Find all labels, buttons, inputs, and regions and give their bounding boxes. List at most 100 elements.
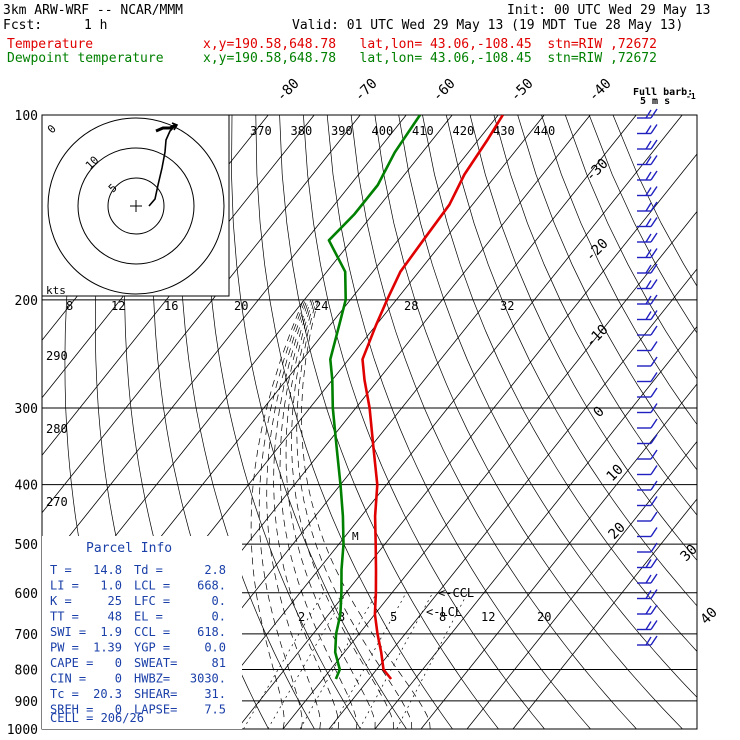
parcel-param-name: T = [50, 563, 72, 577]
wind-barb-flag [650, 635, 658, 646]
theta-e-label: 410 [412, 124, 434, 138]
parcel-param-value: 3030. [190, 672, 226, 686]
hodograph-arrow [171, 122, 179, 131]
wind-barb-flag [645, 171, 652, 181]
pressure-label: 200 [15, 294, 38, 309]
isotherm-line [466, 440, 697, 729]
parcel-param-name: SHEAR= [134, 687, 177, 701]
speed-scale-label: 8 [66, 299, 73, 313]
isotherm-line [42, 115, 361, 514]
wind-barb-flag [645, 233, 652, 243]
parcel-cell: CELL = 206/26 [50, 711, 144, 725]
hodograph-trace-head [155, 123, 177, 133]
temperature-scale-label: -20 [583, 236, 612, 265]
parcel-info-title: Parcel Info [86, 541, 172, 556]
pressure-label: 300 [15, 402, 38, 417]
hodograph-ring [47, 117, 225, 295]
parcel-param-value: 48 [108, 610, 122, 624]
isotherm-line [420, 383, 697, 729]
mixing-ratio-label: 8 [439, 610, 446, 624]
wind-barb-flag [645, 605, 652, 615]
theta-label: 280 [46, 422, 68, 436]
wind-barb-flag [645, 295, 652, 305]
theta-e-label: 380 [291, 124, 313, 138]
parcel-param-name: SWI = [50, 625, 86, 639]
wind-barb-flag [650, 480, 658, 491]
wind-barb-flag [650, 155, 658, 165]
parcel-param-name: K = [50, 594, 72, 608]
parcel-param-value: 618. [197, 625, 226, 639]
dry-adiabat-line [564, 115, 697, 380]
barb-legend-exponent: -1 [686, 92, 696, 101]
wind-barb-flag [650, 341, 658, 351]
wind-barb-flag [650, 604, 658, 615]
dry-adiabat-line [517, 115, 697, 471]
mixing-ratio-label: 2 [298, 610, 305, 624]
parcel-param-value: 0.0 [204, 641, 226, 655]
parcel-param-value: 1.9 [100, 625, 122, 639]
wind-barb-flag [650, 124, 658, 134]
parcel-param-name: PW = [50, 641, 79, 655]
parcel-param-name: CAPE = [50, 656, 93, 670]
dry-adiabat-line [612, 115, 697, 287]
wind-barb-flag [650, 449, 658, 460]
temperature-scale-label: -10 [583, 322, 612, 351]
diagram-labels: 370 380 390 400 410 420 430 440-80 -70 -60 -50 -40-… [46, 76, 721, 628]
parcel-param-value: 0 [115, 656, 122, 670]
temperature-location: x,y=190.58,648.78 lat,lon= 43.06,-108.45… [203, 37, 657, 52]
hodograph-units: kts [46, 284, 66, 297]
theta-e-label: 370 [250, 124, 272, 138]
wind-barb-flag [645, 218, 652, 227]
wind-barb-flag [650, 589, 658, 599]
wind-barb-flag [645, 156, 652, 165]
valid-time: Valid: 01 UTC Wed 29 May 13 (19 MDT Tue … [292, 18, 684, 33]
wind-barb-flag [645, 125, 652, 134]
wind-barb-flag [645, 264, 652, 274]
wind-barb-flag [650, 232, 658, 243]
theta-e-label: 430 [493, 124, 515, 138]
dewpoint-legend: Dewpoint temperature [7, 51, 164, 66]
pressure-label: 1000 [7, 723, 38, 738]
parcel-param-value: 1.0 [100, 579, 122, 593]
moist-adiabat-line [258, 299, 306, 729]
wind-barb-flag [645, 202, 652, 212]
temperature-scale-label: 10 [604, 462, 627, 485]
parcel-info-background [42, 536, 242, 729]
lcl-marker: <-LCL [426, 605, 462, 619]
dry-adiabat-line [350, 115, 637, 729]
level-mark: M [352, 530, 359, 543]
parcel-param-value: 31. [204, 687, 226, 701]
temperature-scale-label: -50 [508, 76, 537, 105]
isotherm-line [374, 325, 697, 729]
dry-adiabat-line [541, 115, 697, 426]
parcel-param-value: 2.8 [204, 563, 226, 577]
mixing-ratio-label: 20 [537, 610, 551, 624]
dry-adiabat-line [374, 115, 683, 729]
wind-barb-flag [650, 496, 658, 506]
theta-e-label: 390 [331, 124, 353, 138]
wind-barb-flag [650, 248, 658, 258]
speed-scale-label: 20 [234, 299, 248, 313]
dry-adiabat-line [588, 115, 697, 334]
wind-barb-flag [645, 187, 652, 196]
dry-adiabat-line [279, 115, 499, 729]
parcel-param-name: HWBZ= [134, 672, 170, 686]
barb-legend-units: 5 m s [640, 96, 670, 107]
wind-barb-flag [645, 621, 652, 630]
speed-scale-label: 32 [500, 299, 514, 313]
theta-e-label: 420 [453, 124, 475, 138]
dry-adiabat-line [326, 115, 591, 729]
speed-scale-label: 16 [164, 299, 178, 313]
parcel-param-name: CIN = [50, 672, 86, 686]
model-title: 3km ARW-WRF -- NCAR/MMM [3, 3, 184, 18]
parcel-param-name: LFC = [134, 594, 170, 608]
parcel-param-name: LCL = [134, 579, 170, 593]
temperature-trace [361, 115, 504, 680]
mixing-ratio-label: 12 [481, 610, 495, 624]
wind-barb-flag [650, 139, 658, 150]
parcel-param-name: LAPSE= [134, 703, 177, 717]
barb-legend-label: Full barb: [633, 87, 693, 98]
parcel-param-value: 25 [108, 594, 122, 608]
wind-barb-flag [650, 279, 658, 289]
